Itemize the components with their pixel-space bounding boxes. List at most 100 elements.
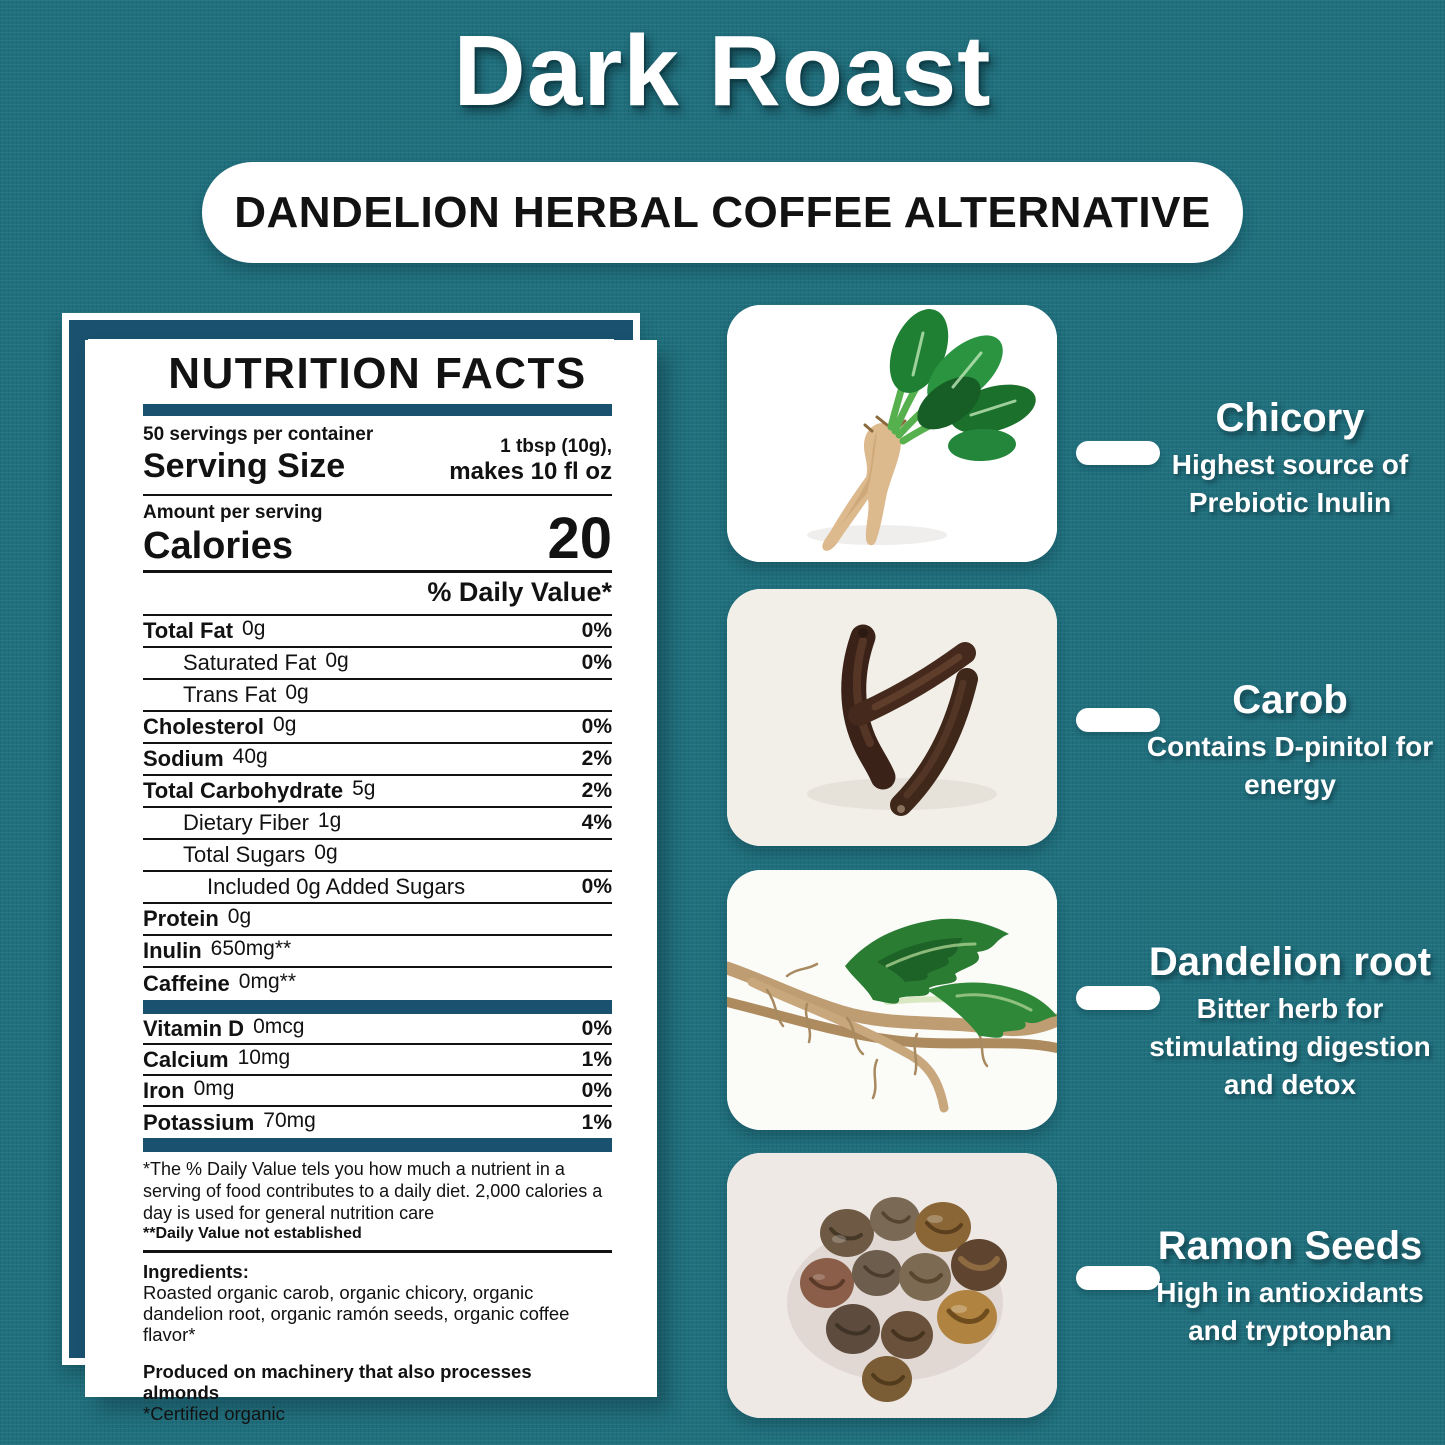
nutrient-daily-value-percent: 0% bbox=[581, 1078, 612, 1102]
nutrient-amount: 0mcg bbox=[253, 1014, 305, 1038]
nutrient-row-saturated-fat: Saturated Fat 0g 0% bbox=[143, 648, 612, 680]
carob-image-card bbox=[727, 589, 1057, 846]
footnote-text: *The % Daily Value tels you how much a n… bbox=[143, 1159, 603, 1223]
nutrient-row-iron: Iron 0mg 0% bbox=[143, 1076, 612, 1107]
nutrient-amount: 40g bbox=[232, 745, 268, 768]
connector-dash bbox=[1076, 708, 1160, 732]
nutrient-row-potassium: Potassium 70mg 1% bbox=[143, 1107, 612, 1138]
calories-value: 20 bbox=[547, 506, 612, 571]
nutrient-amount: 0g bbox=[273, 713, 297, 736]
ramon-description: High in antioxidants and tryptophan bbox=[1156, 1277, 1424, 1346]
nutrient-label: Potassium bbox=[143, 1109, 255, 1135]
nutrient-label: Iron bbox=[143, 1077, 185, 1103]
calories-section: Amount per serving Calories 20 bbox=[143, 496, 612, 573]
dandelion-image-card bbox=[727, 870, 1057, 1130]
carob-description: Contains D-pinitol for energy bbox=[1146, 731, 1434, 800]
nutrient-label: Total Carbohydrate bbox=[143, 778, 344, 803]
nutrient-row-sodium: Sodium 40g 2% bbox=[143, 744, 612, 776]
nutrient-row-vitamin-d: Vitamin D 0mcg 0% bbox=[143, 1014, 612, 1045]
nutrient-amount: 0mg bbox=[193, 1076, 235, 1100]
daily-value-header: % Daily Value* bbox=[143, 573, 612, 616]
connector-dash bbox=[1076, 1266, 1160, 1290]
serving-size-value-line1: 1 tbsp (10g), bbox=[500, 436, 612, 457]
subtitle-text: DANDELION HERBAL COFFEE ALTERNATIVE bbox=[234, 187, 1211, 237]
nutrient-row-calcium: Calcium 10mg 1% bbox=[143, 1045, 612, 1076]
ingredients-text: Roasted organic carob, organic chicory, … bbox=[143, 1282, 570, 1345]
dandelion-name: Dandelion root bbox=[1148, 940, 1432, 984]
nutrient-amount: 650mg** bbox=[210, 937, 292, 960]
serving-size-section: 50 servings per container Serving Size 1… bbox=[143, 416, 612, 496]
chicory-image-card bbox=[727, 305, 1057, 562]
footnote-dv-not-established: **Daily Value not established bbox=[143, 1225, 362, 1242]
nutrient-row-trans-fat: Trans Fat 0g bbox=[143, 680, 612, 712]
nutrient-daily-value-percent: 2% bbox=[581, 779, 612, 802]
serving-size-label: Serving Size bbox=[143, 447, 346, 485]
dandelion-root-image bbox=[727, 870, 1057, 1130]
nutrient-amount: 1g bbox=[317, 809, 342, 832]
daily-value-footnote: *The % Daily Value tels you how much a n… bbox=[143, 1158, 612, 1244]
allergen-statement: Produced on machinery that also processe… bbox=[143, 1361, 532, 1403]
nutrient-daily-value-percent: 0% bbox=[581, 715, 612, 738]
dandelion-label: Dandelion root Bitter herb for stimulati… bbox=[1140, 938, 1440, 1104]
nutrient-amount: 0g bbox=[227, 905, 252, 928]
ingredients-section: Ingredients: Roasted organic carob, orga… bbox=[143, 1261, 612, 1424]
connector-dash bbox=[1076, 441, 1160, 465]
nutrient-label: Vitamin D bbox=[143, 1015, 245, 1041]
nutrient-row-protein: Protein 0g bbox=[143, 904, 612, 936]
nutrient-row-cholesterol: Cholesterol 0g 0% bbox=[143, 712, 612, 744]
nutrient-row-dietary-fiber: Dietary Fiber 1g 4% bbox=[143, 808, 612, 840]
carob-label: Carob Contains D-pinitol for energy bbox=[1140, 676, 1440, 804]
nutrient-label: Inulin bbox=[143, 938, 202, 963]
ingredients-label: Ingredients: bbox=[143, 1261, 249, 1282]
chicory-root-image bbox=[727, 305, 1057, 562]
nutrient-daily-value-percent: 2% bbox=[581, 747, 612, 770]
nutrient-label: Total Sugars bbox=[183, 842, 306, 867]
ingredients-divider-line bbox=[143, 1250, 612, 1253]
nutrient-row-included-0g-added-sugars: Included 0g Added Sugars 0% bbox=[143, 872, 612, 904]
nutrient-rows: Total Fat 0g 0% Saturated Fat 0g 0% Trans Fat 0… bbox=[143, 616, 612, 1000]
nutrient-row-total-fat: Total Fat 0g 0% bbox=[143, 616, 612, 648]
chicory-description: Highest source of Prebiotic Inulin bbox=[1171, 449, 1409, 518]
nutrient-daily-value-percent: 4% bbox=[581, 811, 612, 834]
certified-organic-note: *Certified organic bbox=[143, 1403, 285, 1424]
nutrient-label: Trans Fat bbox=[183, 682, 277, 707]
nutrient-daily-value-percent: 0% bbox=[581, 619, 612, 642]
servings-per-container: 50 servings per container bbox=[143, 424, 374, 445]
ramon-name: Ramon Seeds bbox=[1157, 1224, 1423, 1268]
nutrient-label: Included 0g Added Sugars bbox=[207, 874, 466, 899]
nutrient-amount: 0g bbox=[314, 841, 338, 864]
amount-per-serving-label: Amount per serving bbox=[143, 502, 323, 523]
ramon-label: Ramon Seeds High in antioxidants and try… bbox=[1140, 1222, 1440, 1350]
nutrient-amount: 0g bbox=[285, 681, 309, 704]
nutrient-label: Caffeine bbox=[143, 971, 230, 996]
nutrient-label: Saturated Fat bbox=[183, 650, 317, 675]
carob-pods-image bbox=[727, 589, 1057, 846]
nutrient-label: Dietary Fiber bbox=[183, 810, 309, 835]
nutrient-amount: 10mg bbox=[237, 1045, 291, 1069]
section-divider-bar bbox=[143, 1000, 612, 1014]
nutrient-amount: 70mg bbox=[263, 1108, 316, 1132]
serving-size-value-line2: makes 10 fl oz bbox=[449, 458, 612, 485]
chicory-label: Chicory Highest source of Prebiotic Inul… bbox=[1140, 394, 1440, 522]
chicory-name: Chicory bbox=[1215, 396, 1365, 440]
nutrient-amount: 5g bbox=[352, 777, 376, 800]
connector-dash bbox=[1076, 986, 1160, 1010]
nutrition-facts-heading: NUTRITION FACTS bbox=[168, 349, 587, 398]
ramon-seeds-image bbox=[727, 1153, 1057, 1418]
carob-name: Carob bbox=[1232, 678, 1348, 722]
nutrient-label: Sodium bbox=[143, 746, 224, 771]
nutrient-amount: 0g bbox=[242, 617, 266, 640]
page-title: Dark Roast bbox=[453, 15, 992, 127]
heading-divider-bar bbox=[143, 404, 612, 416]
nutrient-amount: 0mg** bbox=[238, 970, 296, 993]
section-divider-bar-bottom bbox=[143, 1138, 612, 1152]
nutrient-daily-value-percent: 0% bbox=[581, 1016, 612, 1040]
nutrient-label: Total Fat bbox=[143, 618, 234, 643]
nutrient-row-inulin: Inulin 650mg** bbox=[143, 936, 612, 968]
dandelion-description: Bitter herb for stimulating digestion an… bbox=[1149, 993, 1431, 1100]
nutrient-label: Protein bbox=[143, 906, 219, 931]
nutrient-row-total-carbohydrate: Total Carbohydrate 5g 2% bbox=[143, 776, 612, 808]
nutrient-row-total-sugars: Total Sugars 0g bbox=[143, 840, 612, 872]
nutrient-amount: 0g bbox=[325, 649, 349, 672]
